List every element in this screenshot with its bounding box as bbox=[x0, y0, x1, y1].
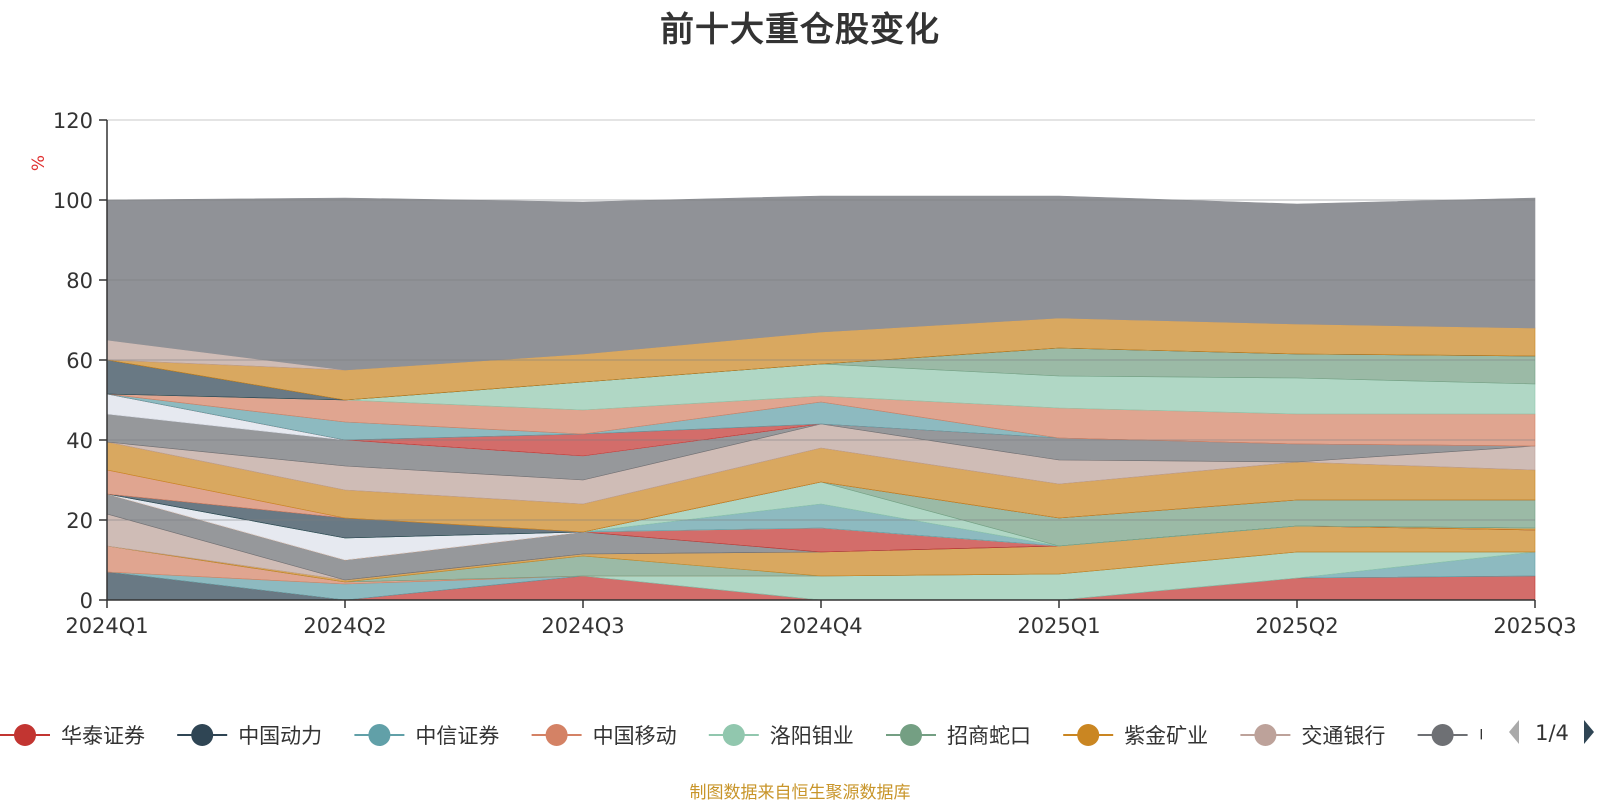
y-tick-label: 80 bbox=[66, 269, 93, 293]
legend-next-icon[interactable] bbox=[1584, 720, 1594, 744]
legend-item[interactable]: 华泰证券 bbox=[0, 724, 145, 748]
legend-circle-marker bbox=[1077, 724, 1100, 746]
legend-circle-marker bbox=[14, 724, 36, 746]
x-tick-label: 2024Q2 bbox=[303, 614, 386, 638]
legend-page-indicator: 1/4 bbox=[1535, 721, 1569, 745]
legend-item[interactable]: 中国动力 bbox=[177, 724, 322, 748]
legend: 华泰证券 中国动力 中信证券 中国移动 洛阳钼业 招商蛇口 紫金矿业 交通银行 中国神华 bbox=[0, 724, 1563, 748]
y-tick-label: 100 bbox=[53, 189, 93, 213]
legend-label: 中国动力 bbox=[238, 724, 322, 748]
legend-label: 招商蛇口 bbox=[947, 724, 1031, 748]
legend-item[interactable]: 洛阳钼业 bbox=[708, 724, 854, 748]
chart-title: 前十大重仓股变化 bbox=[660, 10, 940, 50]
legend-circle-marker bbox=[191, 724, 214, 746]
legend-label: 中国神华 bbox=[1479, 724, 1563, 748]
legend-circle-marker bbox=[900, 724, 922, 746]
y-axis-ticks: 0 20 40 60 80 100 120 bbox=[53, 109, 107, 613]
grid-lines bbox=[107, 119, 1535, 521]
x-tick-label: 2025Q2 bbox=[1255, 614, 1338, 638]
x-axis-ticks: 2024Q1 2024Q2 2024Q3 2024Q4 2025Q1 2025Q2 2025… bbox=[65, 600, 1577, 638]
y-axis-unit-label: % bbox=[29, 155, 49, 171]
legend-circle-marker bbox=[368, 724, 391, 746]
source-note: 制图数据来自恒生聚源数据库 bbox=[689, 783, 911, 803]
x-tick-label: 2024Q1 bbox=[65, 614, 148, 638]
y-tick-label: 60 bbox=[66, 349, 93, 373]
legend-label: 中国移动 bbox=[593, 724, 677, 748]
legend-item[interactable]: 紫金矿业 bbox=[1063, 724, 1208, 748]
legend-circle-marker bbox=[722, 724, 745, 746]
x-tick-label: 2024Q4 bbox=[779, 614, 862, 638]
legend-pager: 1/4 bbox=[1509, 720, 1594, 745]
legend-item[interactable]: 中国神华 bbox=[1417, 724, 1563, 748]
legend-label: 交通银行 bbox=[1301, 724, 1385, 748]
y-tick-label: 40 bbox=[66, 429, 93, 453]
legend-item[interactable]: 交通银行 bbox=[1240, 724, 1385, 748]
legend-item[interactable]: 中国移动 bbox=[531, 724, 677, 748]
legend-label: 洛阳钼业 bbox=[770, 724, 854, 748]
legend-prev-icon[interactable] bbox=[1509, 720, 1519, 744]
y-tick-label: 0 bbox=[80, 589, 93, 613]
legend-circle-marker bbox=[1431, 724, 1454, 746]
x-tick-label: 2025Q1 bbox=[1017, 614, 1100, 638]
y-tick-label: 20 bbox=[66, 509, 93, 533]
legend-label: 华泰证券 bbox=[61, 724, 145, 748]
legend-item[interactable]: 中信证券 bbox=[354, 724, 499, 748]
y-tick-label: 120 bbox=[53, 109, 93, 133]
legend-item[interactable]: 招商蛇口 bbox=[886, 724, 1031, 748]
legend-circle-marker bbox=[1254, 724, 1277, 746]
legend-label: 紫金矿业 bbox=[1124, 724, 1208, 748]
legend-circle-marker bbox=[545, 724, 568, 746]
x-tick-label: 2025Q3 bbox=[1493, 614, 1576, 638]
area-layers bbox=[106, 195, 1536, 601]
x-tick-label: 2024Q3 bbox=[541, 614, 624, 638]
legend-label: 中信证券 bbox=[415, 724, 499, 748]
